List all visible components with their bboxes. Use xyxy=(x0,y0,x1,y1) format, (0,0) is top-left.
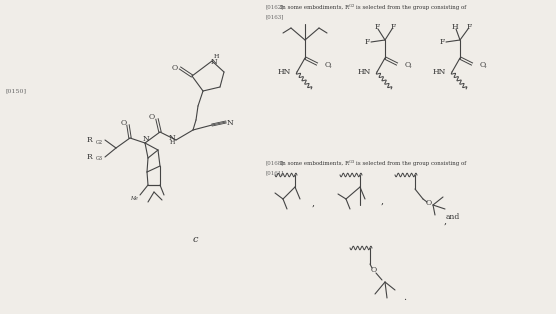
Text: N: N xyxy=(211,58,217,66)
Text: O: O xyxy=(371,266,377,274)
Text: H: H xyxy=(451,23,458,31)
Text: R: R xyxy=(86,136,92,144)
Text: ,: , xyxy=(380,197,384,205)
Text: O: O xyxy=(149,113,155,121)
Text: HN: HN xyxy=(277,68,291,76)
Text: O,: O, xyxy=(405,60,413,68)
Text: In some embodiments, Rᴳ³ is selected from the group consisting of: In some embodiments, Rᴳ³ is selected fro… xyxy=(280,160,466,166)
Text: O: O xyxy=(121,119,127,127)
Text: ,: , xyxy=(444,216,446,225)
Text: ,: , xyxy=(311,198,315,208)
Text: [0161]: [0161] xyxy=(265,170,284,175)
Text: N: N xyxy=(168,134,175,142)
Text: R: R xyxy=(86,153,92,161)
Text: .: . xyxy=(404,294,406,302)
Text: O: O xyxy=(172,64,178,72)
Text: F: F xyxy=(374,23,380,31)
Text: In some embodiments, Rᴳ² is selected from the group consisting of: In some embodiments, Rᴳ² is selected fro… xyxy=(280,4,466,10)
Text: [0163]: [0163] xyxy=(265,14,284,19)
Text: F: F xyxy=(390,23,396,31)
Text: F: F xyxy=(364,38,370,46)
Text: [0150]: [0150] xyxy=(5,88,26,93)
Text: G2: G2 xyxy=(96,139,103,144)
Text: N: N xyxy=(227,119,234,127)
Text: F: F xyxy=(439,38,445,46)
Text: O,: O, xyxy=(325,60,333,68)
Text: H: H xyxy=(214,55,219,59)
Text: O: O xyxy=(426,199,432,207)
Text: c: c xyxy=(192,236,198,245)
Text: Me: Me xyxy=(130,197,138,202)
Text: [0168]: [0168] xyxy=(265,160,284,165)
Text: H: H xyxy=(170,139,175,144)
Text: and: and xyxy=(446,213,460,221)
Text: HN: HN xyxy=(358,68,371,76)
Text: O,: O, xyxy=(480,60,488,68)
Text: F: F xyxy=(466,23,471,31)
Text: [0162]: [0162] xyxy=(265,4,284,9)
Text: G3: G3 xyxy=(96,156,103,161)
Text: HN: HN xyxy=(433,68,446,76)
Text: N: N xyxy=(143,135,150,143)
